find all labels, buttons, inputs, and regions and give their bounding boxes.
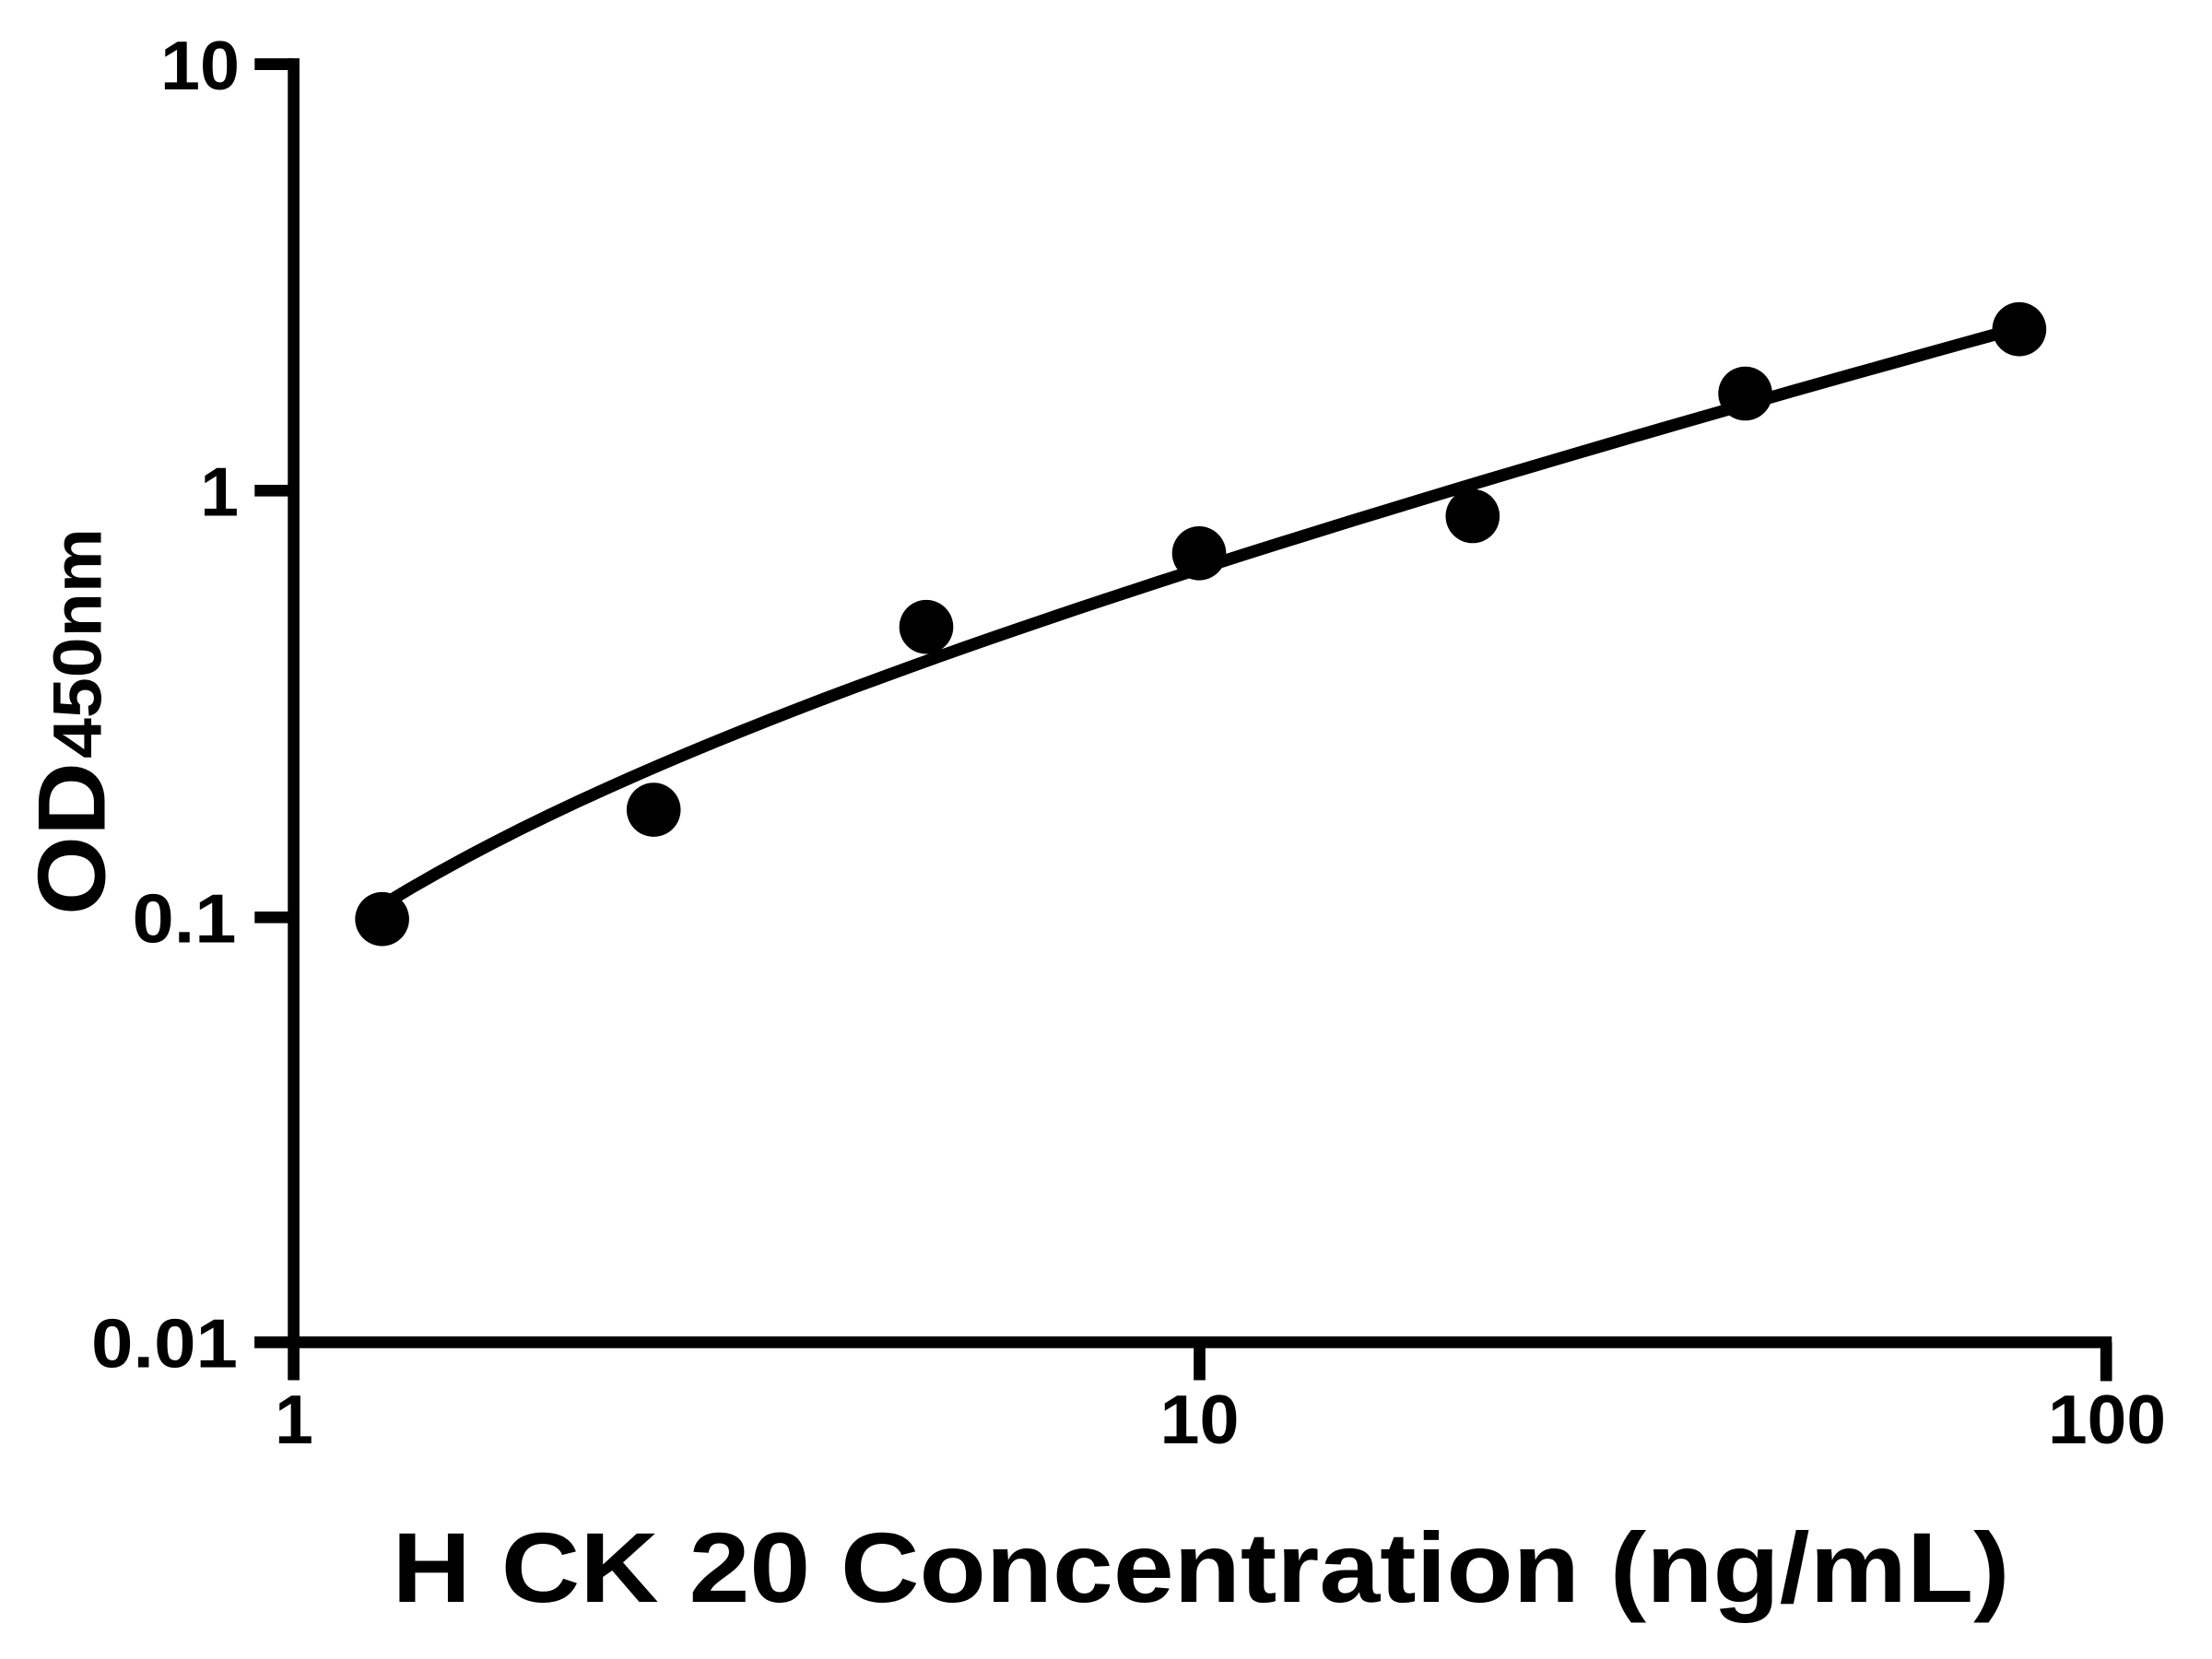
svg-text:1: 1 xyxy=(200,453,239,531)
svg-text:H CK 20 Concentration (ng/mL): H CK 20 Concentration (ng/mL) xyxy=(393,1512,2010,1623)
svg-text:10: 10 xyxy=(1160,1381,1240,1458)
svg-text:450nm: 450nm xyxy=(40,528,116,759)
svg-text:0.01: 0.01 xyxy=(91,1305,238,1382)
svg-text:1: 1 xyxy=(275,1381,313,1458)
svg-text:OD: OD xyxy=(19,762,126,915)
svg-text:10: 10 xyxy=(160,27,240,104)
svg-text:100: 100 xyxy=(2048,1381,2166,1458)
svg-text:0.1: 0.1 xyxy=(133,880,237,958)
